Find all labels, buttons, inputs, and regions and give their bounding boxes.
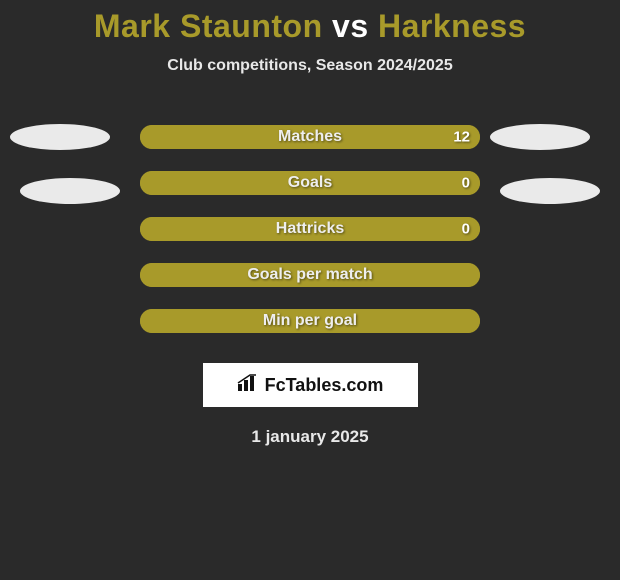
vs-text: vs [332,8,369,44]
stat-row: Hattricks 0 [0,207,620,253]
player-marker-ellipse [490,124,590,150]
player-marker-ellipse [10,124,110,150]
subtitle: Club competitions, Season 2024/2025 [0,57,620,75]
stat-label: Hattricks [276,220,344,238]
date-text: 1 january 2025 [0,427,620,447]
stat-bar: Min per goal [140,309,480,333]
stat-label: Goals per match [247,266,372,284]
stat-bar: Goals 0 [140,171,480,195]
stat-label: Goals [288,174,332,192]
logo: FcTables.com [237,374,384,397]
player-marker-ellipse [20,178,120,204]
comparison-card: Mark Staunton vs Harkness Club competiti… [0,0,620,447]
player2-name: Harkness [378,8,526,44]
player1-name: Mark Staunton [94,8,323,44]
player-marker-ellipse [500,178,600,204]
stat-value: 0 [462,221,470,238]
stat-row: Goals per match [0,253,620,299]
stat-bar: Goals per match [140,263,480,287]
bar-chart-icon [237,374,259,397]
stat-label: Min per goal [263,312,357,330]
logo-text: FcTables.com [265,375,384,396]
stat-value: 0 [462,175,470,192]
stat-row: Min per goal [0,299,620,345]
logo-box[interactable]: FcTables.com [203,363,418,407]
page-title: Mark Staunton vs Harkness [0,8,620,45]
stat-bar: Matches 12 [140,125,480,149]
stat-value: 12 [453,129,470,146]
stat-bar: Hattricks 0 [140,217,480,241]
stat-label: Matches [278,128,342,146]
